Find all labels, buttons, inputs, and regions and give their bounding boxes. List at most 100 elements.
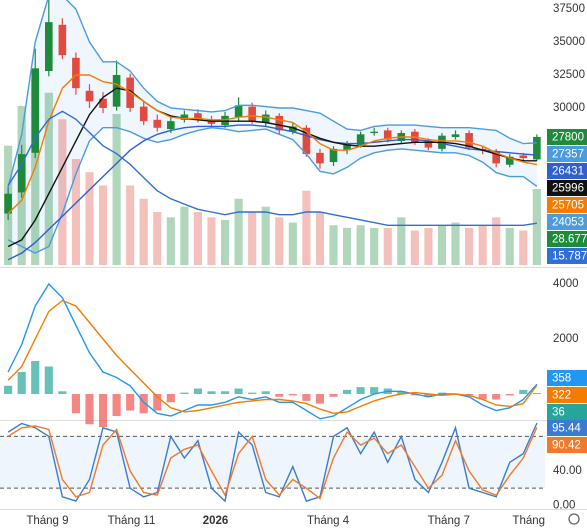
- candle-body: [248, 106, 256, 122]
- candle-body: [167, 121, 175, 130]
- volume-bar: [505, 227, 514, 265]
- candle-body: [424, 140, 433, 148]
- volume-bar: [424, 227, 433, 265]
- histogram-bar: [288, 394, 297, 396]
- histogram-bar: [4, 385, 13, 395]
- x-tick-label: Tháng 4: [307, 515, 350, 527]
- y-tick-label: 0.00: [553, 499, 575, 511]
- histogram-bar: [492, 394, 501, 400]
- last-value-label: 90.42: [552, 440, 581, 452]
- x-tick-label: Tháng 9: [26, 515, 68, 527]
- candle-body: [356, 134, 365, 145]
- band-fill: [8, 0, 537, 254]
- series-line: [7, 74, 538, 215]
- last-value-box: [547, 247, 587, 264]
- histogram-bar: [261, 391, 270, 395]
- volume-bar: [207, 217, 216, 265]
- last-value-label: 95.44: [552, 423, 581, 435]
- candle-body: [519, 155, 528, 159]
- candle-body: [45, 22, 53, 72]
- series-line: [7, 425, 538, 500]
- volume-bar: [139, 198, 148, 265]
- last-value-box: [547, 387, 587, 403]
- last-value-box: [547, 145, 587, 162]
- volume-bar: [126, 185, 135, 265]
- volume-bar: [58, 119, 67, 265]
- candle-body: [329, 148, 338, 163]
- candle-body: [383, 130, 392, 140]
- panel: 2000 4000: [4, 278, 579, 428]
- y-tick-label: 30000: [553, 102, 585, 114]
- candle-body: [112, 74, 121, 107]
- volume-bar: [44, 92, 53, 265]
- histogram-bar: [397, 391, 406, 395]
- volume-bar: [85, 172, 94, 265]
- candle-body: [99, 98, 107, 108]
- histogram-bar: [153, 394, 162, 411]
- volume-bar: [166, 217, 175, 265]
- volume-bar: [153, 212, 162, 265]
- last-value-box: [547, 179, 587, 196]
- histogram-bar: [180, 392, 189, 395]
- volume-bar: [451, 222, 460, 265]
- candle-body: [492, 151, 500, 164]
- last-value-box: [547, 230, 587, 247]
- histogram-bar: [519, 389, 528, 395]
- y-tick-label: 2000: [553, 333, 579, 345]
- last-value-label: 358: [552, 373, 571, 385]
- candle-body: [17, 154, 26, 193]
- candle-body: [289, 126, 297, 132]
- histogram-bar: [98, 394, 108, 428]
- last-value-label: 25996: [552, 183, 584, 195]
- y-tick-label: 40.00: [553, 465, 582, 477]
- histogram-bar: [207, 391, 216, 395]
- series-line: [7, 422, 538, 503]
- last-value-box: [547, 162, 587, 179]
- volume-bar: [98, 185, 108, 265]
- histogram-bar: [329, 394, 338, 397]
- volume-bar: [370, 227, 379, 265]
- x-tick-label: Tháng 7: [428, 515, 470, 527]
- candle-body: [505, 156, 514, 165]
- series-line: [7, 124, 537, 261]
- settings-icon[interactable]: [568, 513, 580, 525]
- candle-body: [451, 134, 460, 137]
- y-tick-label: 4000: [553, 278, 579, 290]
- volume-bar: [383, 227, 392, 265]
- histogram-bar: [370, 387, 379, 395]
- histogram-bar: [248, 392, 257, 395]
- volume-bar: [356, 225, 365, 265]
- last-value-label: 27800: [552, 132, 584, 144]
- candle-body: [72, 57, 80, 89]
- x-tick-label: 2026: [203, 515, 229, 527]
- histogram-bar: [112, 394, 121, 417]
- histogram-bar: [71, 394, 80, 414]
- candle-body: [316, 152, 324, 164]
- volume-bar: [261, 206, 270, 265]
- histogram-bar: [193, 388, 203, 395]
- x-tick-label: Tháng: [512, 515, 545, 527]
- volume-bar: [220, 219, 230, 265]
- series-line: [7, 87, 537, 248]
- candle-body: [343, 143, 351, 151]
- volume-bar: [342, 227, 352, 265]
- candle-body: [4, 193, 12, 214]
- volume-bar: [180, 206, 189, 265]
- histogram-bar: [58, 391, 67, 395]
- histogram-bar: [315, 394, 325, 404]
- series-line: [7, 110, 538, 226]
- candle-body: [153, 119, 162, 128]
- histogram-bar: [478, 394, 487, 400]
- volume-bar: [519, 230, 528, 265]
- last-value-label: 28.677: [552, 234, 587, 246]
- y-tick-label: 32500: [553, 69, 585, 81]
- candle-body: [533, 136, 541, 160]
- candle-body: [139, 106, 148, 122]
- histogram-bar: [424, 394, 433, 397]
- last-value-label: 26431: [552, 166, 584, 178]
- y-tick-label: 37500: [553, 3, 585, 15]
- candle-body: [194, 113, 202, 119]
- last-value-box: [547, 213, 587, 230]
- volume-bar: [234, 198, 243, 265]
